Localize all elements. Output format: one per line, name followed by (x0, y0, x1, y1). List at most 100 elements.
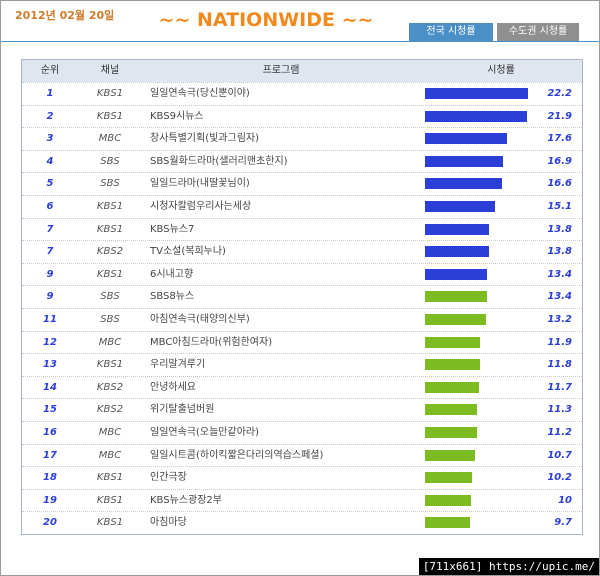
row-separator (22, 488, 582, 490)
rank: 14 (43, 381, 57, 393)
rank: 5 (46, 178, 54, 190)
channel: KBS1 (96, 268, 124, 280)
rating-value: 16.6 (547, 178, 572, 190)
rating-bar (425, 314, 487, 325)
program: 창사특별기획(빛과그림자) (150, 133, 260, 145)
rank: 17 (43, 449, 57, 461)
program: SBS월화드라마(샐러리맨초한지) (150, 155, 288, 167)
table: 순위 채널 프로그램 시청률 1 KBS1 일일연속극(당신뿐이야) 22.2 2 KBS… (21, 59, 583, 535)
channel: KBS1 (96, 494, 124, 506)
rating-bar (425, 404, 478, 416)
channel: KBS1 (96, 359, 124, 371)
row-separator (22, 172, 582, 174)
rank: 6 (46, 201, 54, 212)
program: TV소설(복희누나) (150, 246, 226, 258)
rank: 1 (46, 88, 54, 99)
rating-value: 11.2 (547, 427, 572, 438)
title: ~~ NATIONWIDE ~~ (158, 9, 374, 31)
rank: 20 (43, 517, 57, 529)
channel: MBC (98, 336, 122, 348)
row-separator (22, 195, 582, 196)
program: 일일연속극(당신뿐이야) (150, 88, 250, 99)
rating-bar (425, 223, 490, 235)
rank: 4 (46, 155, 54, 167)
rating-bar (425, 359, 480, 371)
rating-value: 13.4 (547, 291, 572, 303)
rank: 18 (43, 472, 57, 484)
row-separator (22, 421, 582, 422)
row-separator (22, 104, 582, 106)
rating-bar (425, 88, 528, 99)
tab[interactable]: 전국 시청률 (409, 23, 493, 41)
rating-value: 10.2 (547, 472, 572, 484)
date: 2012년 02월 20일 (15, 9, 115, 22)
column-header: 프로그램 (142, 60, 420, 82)
rating-value: 16.9 (547, 155, 572, 167)
rating-value: 11.8 (547, 359, 572, 371)
row-separator (22, 511, 582, 513)
rank: 3 (46, 133, 54, 145)
rank: 12 (43, 336, 57, 348)
tab[interactable]: 수도권 시청률 (497, 23, 579, 41)
channel: MBC (98, 427, 122, 438)
rating-bar (425, 155, 504, 167)
row-separator (22, 217, 582, 219)
rating-bar (425, 201, 496, 212)
program: KBS뉴스7 (150, 223, 195, 235)
row-separator (22, 398, 582, 400)
row-separator (22, 127, 582, 129)
channel: SBS (100, 314, 120, 325)
program: 일일드라마(내딸꽃님이) (150, 178, 250, 190)
row-separator (22, 308, 582, 309)
rating-value: 10.7 (547, 449, 572, 461)
program: 인간극장 (150, 472, 187, 484)
rank: 19 (43, 494, 57, 506)
channel: KBS1 (96, 201, 124, 212)
program: MBC아침드라마(위험한여자) (150, 336, 273, 348)
rank: 2 (46, 110, 54, 122)
rating-value: 15.1 (547, 201, 572, 212)
channel: KBS2 (96, 404, 124, 416)
channel: KBS2 (96, 246, 124, 258)
rating-bar (425, 133, 507, 145)
rating-value: 10 (558, 494, 572, 506)
program: 시청자칼럼우리사는세상 (150, 201, 252, 212)
rating-value: 13.4 (547, 268, 572, 280)
rating-bar (425, 494, 472, 506)
rating-value: 11.7 (547, 381, 572, 393)
channel: KBS1 (96, 472, 124, 484)
rank: 13 (43, 359, 57, 371)
program: 일일연속극(오늘만같아라) (150, 427, 260, 438)
rank: 11 (43, 314, 57, 325)
channel: KBS1 (96, 88, 124, 99)
rating-bar (425, 246, 490, 258)
program: KBS9시뉴스 (150, 110, 204, 122)
row-separator (22, 240, 582, 242)
rank: 15 (43, 404, 57, 416)
program: SBS8뉴스 (150, 291, 195, 303)
channel: KBS1 (96, 110, 124, 122)
rating-value: 13.8 (547, 223, 572, 235)
row-separator (22, 375, 582, 377)
row-separator (22, 466, 582, 468)
column-header: 채널 (78, 60, 142, 82)
rank: 7 (46, 246, 54, 258)
program: 일일시트콤(하이킥짧은다리의역습스페셜) (150, 449, 324, 461)
rating-bar (425, 517, 470, 529)
rating-bar (425, 449, 475, 461)
rating-bar (425, 427, 477, 438)
program: 위기탈출넘버원 (150, 404, 215, 416)
rating-bar (425, 472, 473, 484)
divider (1, 41, 599, 42)
watermark: [711x661] https://upic.me/ (418, 558, 599, 575)
column-header: 순위 (22, 60, 78, 82)
rating-value: 13.8 (547, 246, 572, 258)
rating-bar (425, 336, 481, 348)
rating-bar (425, 110, 527, 122)
rating-value: 22.2 (547, 88, 572, 99)
row-separator (22, 353, 582, 355)
channel: KBS1 (96, 517, 124, 529)
column-header: 시청률 (420, 60, 582, 82)
rating-bar (425, 178, 503, 190)
